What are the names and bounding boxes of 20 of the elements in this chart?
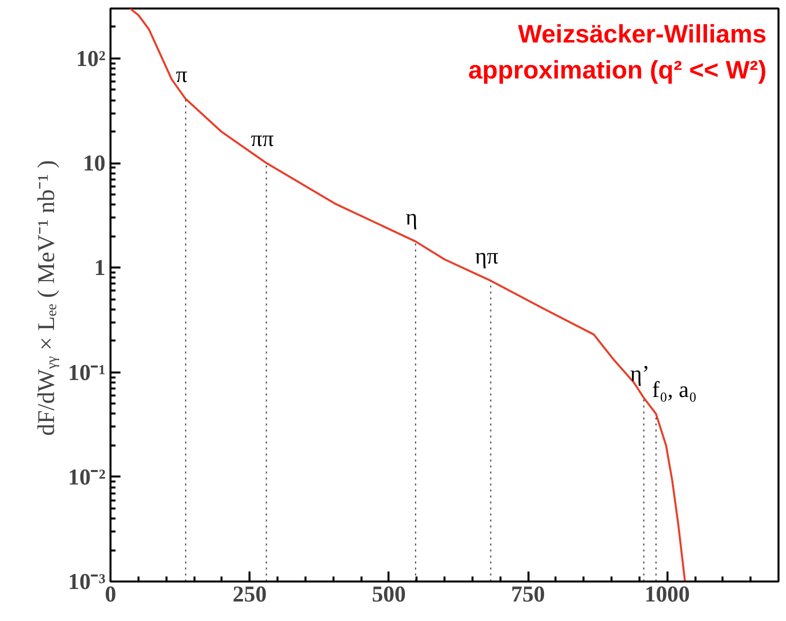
- y-tick-label: 10⁻¹: [68, 360, 106, 385]
- y-axis-title: dF/dWᵧᵧ × Lₑₑ ( MeV⁻¹ nb⁻¹ ): [34, 160, 60, 436]
- x-tick-label: 1000: [644, 582, 690, 606]
- x-tick-label: 500: [372, 582, 406, 606]
- ref-line-label: ηπ: [475, 244, 499, 269]
- y-tick-label: 1: [94, 255, 106, 280]
- annotation: Weizsäcker-Williams: [518, 20, 766, 48]
- ref-line-label: ππ: [250, 126, 274, 152]
- x-tick-label: 750: [511, 582, 545, 606]
- y-tick-label: 10²: [76, 46, 106, 71]
- ref-line-label: η: [406, 204, 418, 230]
- ref-line-label: η’: [630, 360, 650, 386]
- x-tick-label: 0: [104, 582, 116, 606]
- x-tick-label: 250: [232, 582, 267, 606]
- y-tick-label: 10⁻³: [68, 569, 106, 594]
- ref-line-label: f₀, a₀: [652, 376, 697, 402]
- y-tick-label: 10: [82, 150, 106, 176]
- y-tick-label: 10⁻²: [68, 464, 106, 490]
- ref-line-label: π: [176, 62, 188, 87]
- annotation: approximation (q² << W²): [468, 56, 766, 84]
